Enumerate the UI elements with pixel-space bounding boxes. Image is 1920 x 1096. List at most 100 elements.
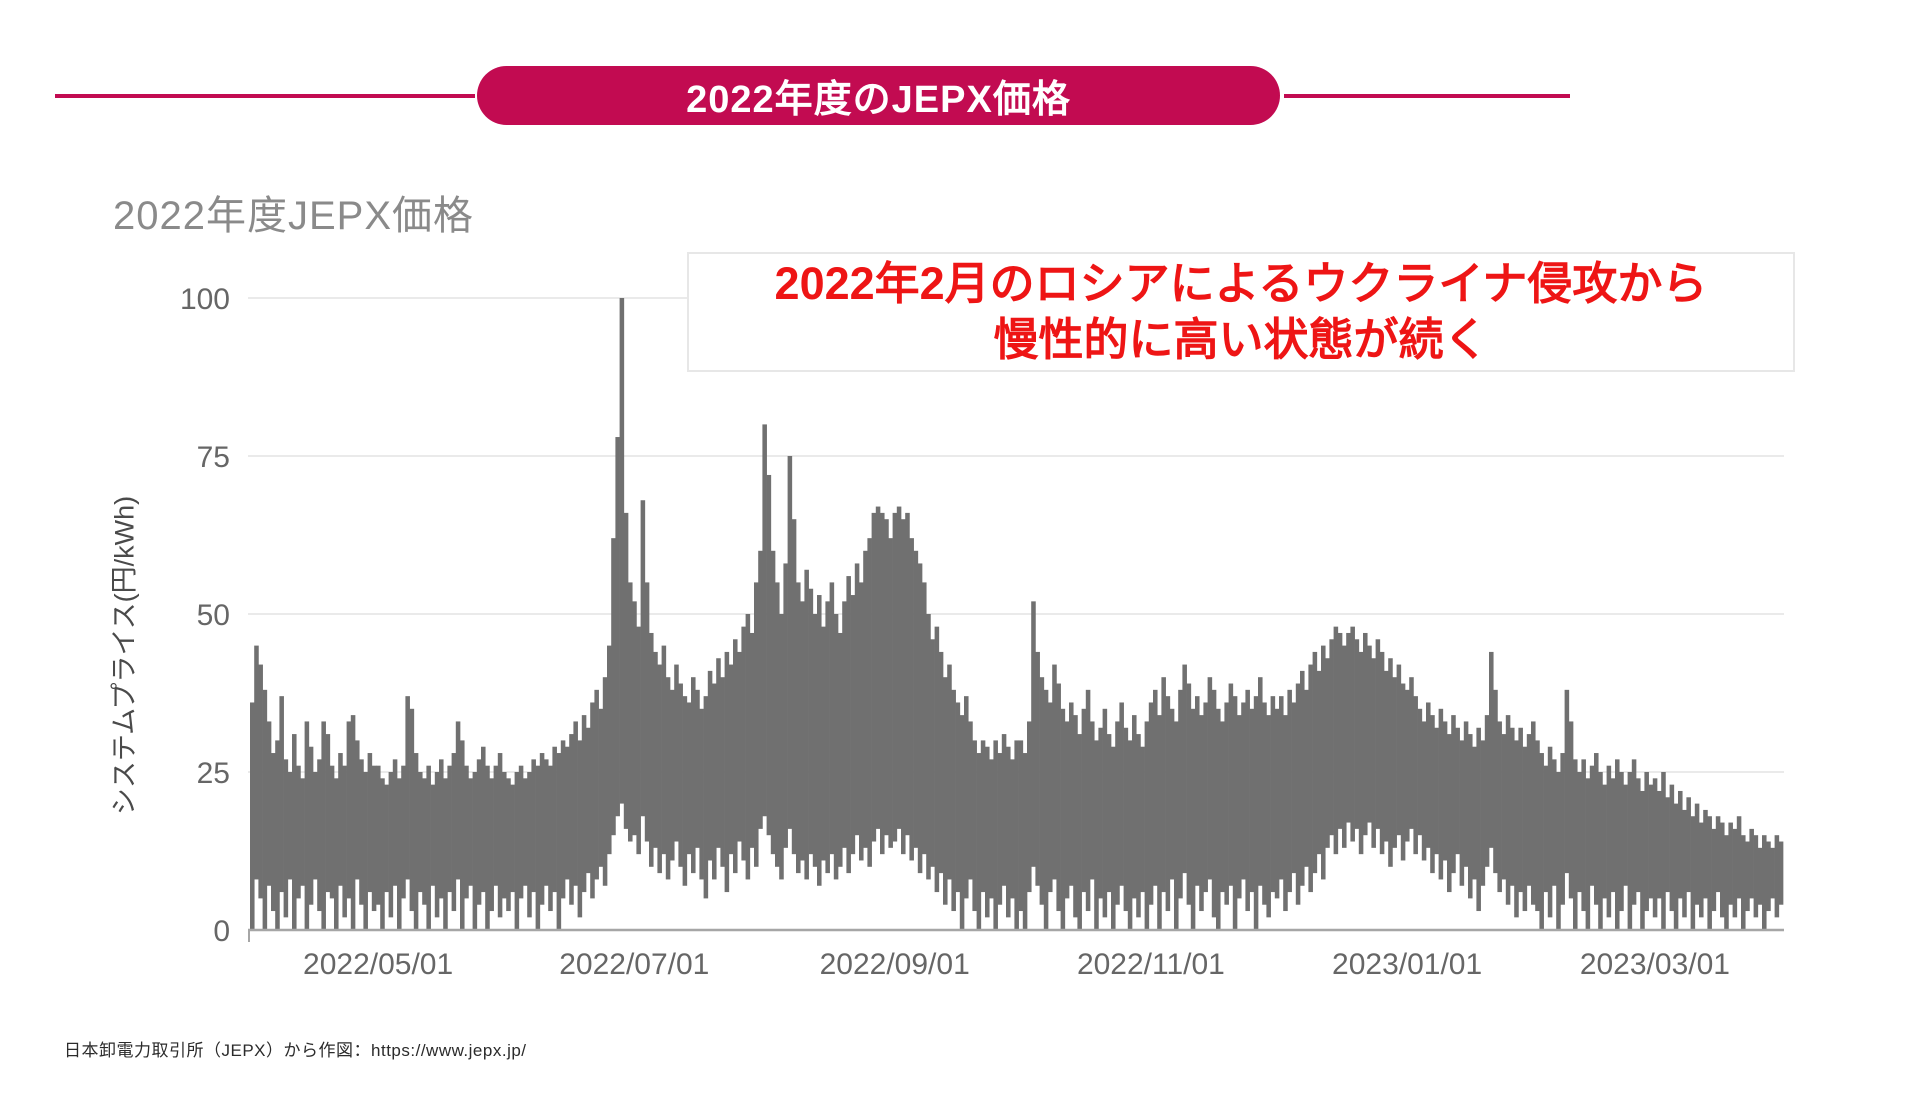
price-bar	[1640, 790, 1645, 930]
price-bar	[489, 778, 494, 912]
price-bar	[1094, 740, 1099, 930]
price-bar	[1598, 772, 1603, 930]
price-bar	[1594, 753, 1599, 905]
price-bar	[1421, 721, 1427, 861]
price-bar	[1375, 639, 1381, 829]
price-bar	[472, 772, 478, 930]
price-bar	[993, 740, 998, 930]
price-bar	[1556, 772, 1561, 930]
price-bar	[481, 746, 486, 893]
price-bar	[1140, 746, 1145, 893]
price-bar	[1329, 639, 1334, 836]
price-bar	[1757, 847, 1763, 905]
price-bar	[1350, 626, 1355, 842]
price-bar	[615, 437, 620, 817]
price-bar	[1035, 651, 1040, 886]
price-bar	[720, 677, 725, 867]
price-bar	[1518, 727, 1523, 893]
price-bar	[644, 582, 650, 842]
price-bar	[1405, 689, 1410, 842]
annotation-line-2: 慢性的に高い状態が続く	[993, 314, 1489, 365]
price-bar	[573, 721, 578, 886]
price-bar	[850, 595, 856, 855]
price-bar	[661, 645, 667, 855]
price-bar	[1484, 715, 1490, 867]
price-bar	[1770, 847, 1775, 899]
price-bar	[611, 538, 616, 836]
price-bar	[1325, 658, 1330, 848]
price-bar	[1720, 822, 1725, 918]
price-bar	[1526, 734, 1532, 886]
price-bar	[1686, 797, 1691, 893]
price-bar	[951, 689, 956, 912]
price-bar	[1535, 740, 1540, 912]
price-bar	[258, 664, 263, 899]
price-bar	[1262, 702, 1267, 905]
price-bar	[905, 512, 910, 836]
price-bar	[1644, 772, 1649, 912]
price-bar	[1119, 702, 1124, 886]
price-bar	[1245, 689, 1250, 912]
annotation-callout: 2022年2月のロシアによるウクライナ侵攻から 慢性的に高い状態が続く	[687, 252, 1795, 372]
price-bar	[1283, 715, 1288, 912]
price-bar	[1190, 708, 1196, 930]
price-bar	[447, 765, 452, 893]
price-bar	[514, 772, 520, 930]
price-bar	[976, 753, 982, 930]
price-bar	[313, 772, 318, 880]
x-tick-label: 2022/05/01	[303, 948, 453, 981]
price-bar	[1010, 759, 1015, 899]
price-bar	[1715, 816, 1721, 893]
price-bar	[1304, 689, 1309, 867]
price-bar	[439, 759, 444, 899]
price-bar	[892, 512, 898, 842]
source-note: 日本卸電力取引所（JEPX）から作図：https://www.jepx.jp/	[64, 1041, 527, 1060]
price-bar	[1514, 740, 1519, 918]
y-tick-label: 0	[213, 915, 230, 948]
price-bar	[569, 734, 574, 905]
price-bar	[1115, 721, 1120, 905]
price-bar	[863, 550, 868, 848]
price-bar	[838, 632, 843, 867]
price-bar	[384, 784, 389, 893]
price-bar	[1497, 721, 1502, 893]
price-bar	[1241, 702, 1246, 880]
price-bar	[1333, 626, 1339, 855]
price-bar	[346, 721, 352, 899]
price-bar	[544, 759, 549, 886]
price-bar	[749, 632, 755, 848]
price-bar	[1224, 702, 1229, 905]
price-bar	[884, 519, 889, 836]
price-bar	[266, 721, 272, 886]
price-bar	[628, 582, 633, 842]
price-bar	[409, 708, 415, 912]
price-bar	[413, 753, 419, 930]
price-bar	[1741, 835, 1746, 930]
price-bar	[1505, 715, 1511, 905]
price-bar	[985, 746, 990, 918]
price-bar	[565, 746, 570, 880]
price-bar	[745, 614, 751, 880]
price-bar	[1665, 797, 1670, 893]
price-bar	[1451, 715, 1456, 874]
price-bar	[1749, 828, 1754, 899]
price-bar	[791, 519, 797, 855]
price-bar	[607, 645, 612, 855]
price-bar	[371, 765, 377, 912]
price-bar	[1060, 708, 1066, 930]
price-bar	[1711, 828, 1717, 912]
price-bar	[980, 740, 986, 893]
price-bar	[619, 298, 625, 804]
price-bar	[560, 740, 566, 899]
price-bar	[1337, 632, 1343, 829]
price-bar	[1682, 809, 1687, 918]
price-bar	[426, 765, 431, 930]
price-bar	[380, 778, 385, 930]
price-bar	[829, 582, 835, 855]
price-bar	[262, 689, 268, 930]
price-bar	[464, 765, 469, 899]
price-bar	[397, 778, 402, 930]
price-bar	[287, 772, 293, 880]
price-bar	[1568, 721, 1574, 899]
price-bar	[304, 721, 310, 930]
